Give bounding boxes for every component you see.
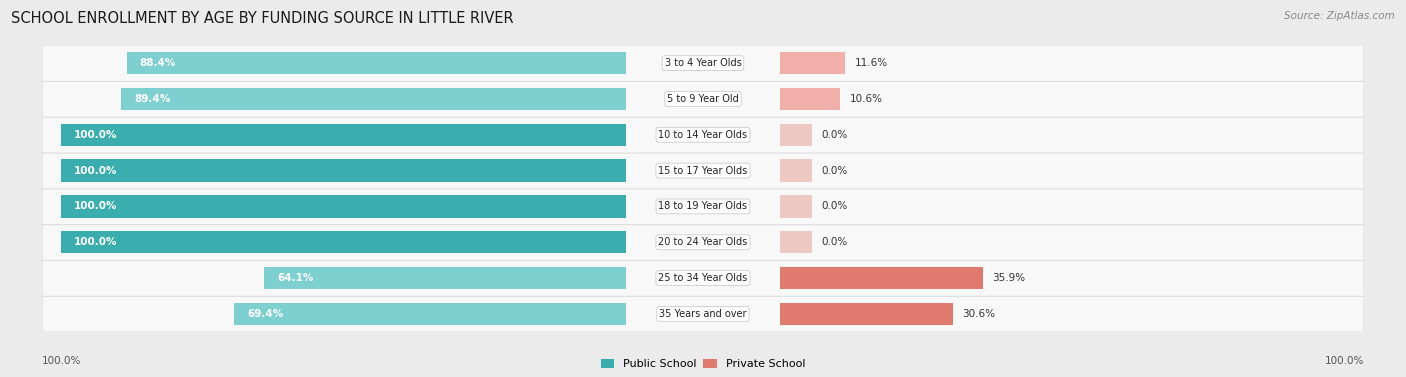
Text: 100.0%: 100.0% <box>42 356 82 366</box>
Bar <box>780 159 813 182</box>
Text: 100.0%: 100.0% <box>75 166 118 176</box>
Text: 88.4%: 88.4% <box>139 58 176 68</box>
FancyBboxPatch shape <box>42 188 1364 225</box>
FancyBboxPatch shape <box>42 152 1364 189</box>
Text: 100.0%: 100.0% <box>75 237 118 247</box>
Text: 30.6%: 30.6% <box>962 309 995 319</box>
FancyBboxPatch shape <box>42 81 1364 117</box>
Text: 0.0%: 0.0% <box>821 166 848 176</box>
Text: 20 to 24 Year Olds: 20 to 24 Year Olds <box>658 237 748 247</box>
Text: 100.0%: 100.0% <box>75 130 118 140</box>
Bar <box>235 303 626 325</box>
Text: 0.0%: 0.0% <box>821 201 848 211</box>
FancyBboxPatch shape <box>42 224 1364 261</box>
FancyBboxPatch shape <box>42 45 1364 81</box>
Bar <box>780 52 845 74</box>
Bar <box>780 231 813 253</box>
Bar <box>780 195 813 218</box>
Bar <box>780 88 839 110</box>
Bar <box>121 88 626 110</box>
Text: 25 to 34 Year Olds: 25 to 34 Year Olds <box>658 273 748 283</box>
Text: 18 to 19 Year Olds: 18 to 19 Year Olds <box>658 201 748 211</box>
Text: 15 to 17 Year Olds: 15 to 17 Year Olds <box>658 166 748 176</box>
Text: SCHOOL ENROLLMENT BY AGE BY FUNDING SOURCE IN LITTLE RIVER: SCHOOL ENROLLMENT BY AGE BY FUNDING SOUR… <box>11 11 513 26</box>
Bar <box>127 52 626 74</box>
Text: 10.6%: 10.6% <box>849 94 883 104</box>
Text: 35 Years and over: 35 Years and over <box>659 309 747 319</box>
Text: Source: ZipAtlas.com: Source: ZipAtlas.com <box>1284 11 1395 21</box>
Bar <box>62 195 626 218</box>
Text: 5 to 9 Year Old: 5 to 9 Year Old <box>666 94 740 104</box>
Bar <box>62 231 626 253</box>
Text: 11.6%: 11.6% <box>855 58 889 68</box>
FancyBboxPatch shape <box>42 296 1364 332</box>
Legend: Public School, Private School: Public School, Private School <box>600 359 806 369</box>
Text: 89.4%: 89.4% <box>134 94 170 104</box>
Text: 0.0%: 0.0% <box>821 237 848 247</box>
Bar <box>780 303 953 325</box>
Text: 64.1%: 64.1% <box>277 273 314 283</box>
Bar <box>62 124 626 146</box>
Text: 69.4%: 69.4% <box>247 309 283 319</box>
Text: 0.0%: 0.0% <box>821 130 848 140</box>
Text: 10 to 14 Year Olds: 10 to 14 Year Olds <box>658 130 748 140</box>
Bar <box>264 267 626 289</box>
FancyBboxPatch shape <box>42 116 1364 153</box>
FancyBboxPatch shape <box>42 260 1364 296</box>
Bar <box>780 267 983 289</box>
Bar <box>780 124 813 146</box>
Text: 100.0%: 100.0% <box>1324 356 1364 366</box>
Text: 100.0%: 100.0% <box>75 201 118 211</box>
Text: 3 to 4 Year Olds: 3 to 4 Year Olds <box>665 58 741 68</box>
Bar <box>62 159 626 182</box>
Text: 35.9%: 35.9% <box>993 273 1025 283</box>
